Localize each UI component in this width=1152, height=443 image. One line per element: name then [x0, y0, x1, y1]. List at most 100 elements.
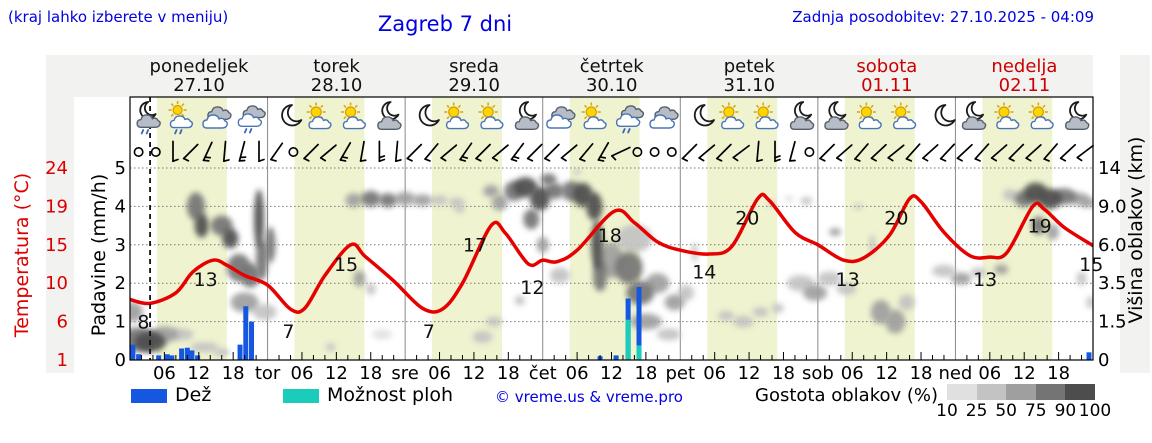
svg-text:06: 06: [703, 363, 726, 384]
wind-barb-icon: [774, 140, 781, 163]
wind-calm-icon: [133, 147, 144, 158]
cloud-blob: [186, 192, 205, 221]
svg-text:18: 18: [634, 363, 657, 384]
moon-cloud-icon: [961, 101, 987, 130]
day-date: 31.10: [723, 75, 776, 96]
temp-axis-ticks: 24 19 15 10 6 1: [45, 158, 68, 371]
wind-barb-icon: [974, 143, 990, 162]
cloud-blob: [733, 315, 754, 328]
moon-icon: [693, 104, 715, 127]
wind-calm-icon: [649, 147, 660, 158]
cloud-blob: [614, 251, 643, 284]
moon-cloud-icon: [514, 101, 540, 130]
wind-calm-icon: [150, 147, 161, 158]
cloud-cover-layer: [130, 168, 1093, 357]
cloud-blob: [194, 213, 209, 238]
wind-barb-icon: [788, 140, 796, 162]
day-date: 30.10: [585, 75, 638, 96]
wind-barb-icon: [990, 144, 1008, 162]
day-name: sreda: [449, 56, 500, 77]
wind-barb-icon: [339, 141, 352, 162]
cloud-blob: [802, 284, 827, 301]
cloud-blob: [836, 282, 857, 295]
wind-barb-icon: [870, 143, 887, 162]
wind-barb-icon: [579, 143, 594, 162]
svg-text:18: 18: [497, 363, 520, 384]
day-header-torek: torek 28.10: [268, 57, 406, 95]
wind-barb-icon: [222, 140, 230, 163]
rain-bar: [243, 306, 249, 360]
svg-text:12: 12: [738, 363, 761, 384]
day-date: 29.10: [448, 75, 500, 96]
day-header-ponedeljek: ponedeljek 27.10: [130, 57, 268, 95]
cloud-blob: [412, 194, 433, 207]
svg-text:18: 18: [222, 363, 245, 384]
rain-legend-label: Dež: [175, 384, 212, 406]
cloud-blob: [491, 194, 508, 211]
rain-bar: [156, 355, 162, 360]
day-header-nedelja: nedelja 02.11: [955, 57, 1093, 95]
cloud-blob: [951, 272, 972, 285]
cloud-blob: [540, 173, 557, 186]
svg-text:čet: čet: [529, 363, 557, 384]
temp-label: 7: [282, 321, 294, 343]
x-axis-ticks: [140, 352, 1083, 360]
density-segment: [1065, 384, 1095, 400]
svg-text:15: 15: [45, 235, 68, 256]
density-tick-label: 90: [1054, 401, 1077, 421]
x-axis-labels: 06 12 18 tor 06 12 18 sre 06 12 18 čet 06 12 18 pet 06 12…: [153, 363, 1070, 384]
wind-barb-icon: [424, 143, 439, 162]
shower-bar: [636, 345, 642, 360]
sun-cloud-icon: [444, 102, 470, 130]
wind-barb-icon: [258, 140, 265, 163]
clouds-icon: [546, 106, 576, 129]
svg-text:12: 12: [462, 363, 485, 384]
sun-cloud-icon: [341, 102, 366, 130]
density-tick-label: 50: [995, 401, 1018, 421]
rain-bar: [195, 355, 201, 360]
moon-cloud-icon: [377, 101, 402, 130]
wind-barb-icon: [475, 143, 491, 162]
svg-text:9.0: 9.0: [1098, 196, 1127, 217]
cloud-blob: [345, 193, 362, 208]
wind-barb-icon: [819, 143, 835, 162]
wind-barb-icon: [378, 140, 386, 163]
shower-legend-swatch: [283, 389, 319, 403]
wind-barb-icon: [1025, 144, 1042, 162]
cloud-blob: [800, 197, 813, 206]
wind-barb-icon: [406, 143, 423, 162]
wind-barb-icon: [303, 143, 319, 162]
cloud-blob: [485, 316, 502, 327]
wind-barb-icon: [182, 143, 199, 162]
wind-barb-icon: [172, 140, 179, 163]
sun-cloud-icon: [856, 102, 882, 130]
copyright-link[interactable]: © vreme.us & vreme.pro: [495, 388, 683, 406]
cloud-blob: [523, 209, 540, 230]
cloud-blob: [483, 185, 500, 198]
rain-legend-swatch: [131, 389, 167, 403]
wind-barb-icon: [597, 141, 610, 162]
wind-barb-icon: [854, 143, 869, 162]
cloud-blob: [931, 264, 956, 277]
cloud-blob: [372, 329, 393, 340]
svg-text:5: 5: [115, 158, 126, 179]
density-segment: [947, 384, 977, 400]
temp-label: 20: [735, 208, 759, 230]
wind-barb-icon: [526, 143, 543, 162]
wind-barb-icon: [611, 146, 631, 161]
cloud-axis-ticks: 14 9.0 6.0 3.5 1.5 0: [1098, 158, 1127, 371]
day-name: četrtek: [579, 56, 644, 77]
svg-text:pet: pet: [666, 363, 696, 384]
temp-label: 14: [692, 261, 716, 283]
wind-barb-icon: [905, 143, 921, 162]
temp-label: 19: [1028, 215, 1052, 237]
day-date: 27.10: [173, 75, 225, 96]
cloud-blob: [213, 348, 230, 357]
day-date: 02.11: [998, 75, 1051, 96]
temp-label: 13: [836, 269, 860, 291]
cloud-blob: [629, 313, 662, 330]
cloud-blob: [536, 236, 549, 253]
cloud-blob: [360, 190, 381, 207]
temp-label: 12: [520, 277, 544, 299]
